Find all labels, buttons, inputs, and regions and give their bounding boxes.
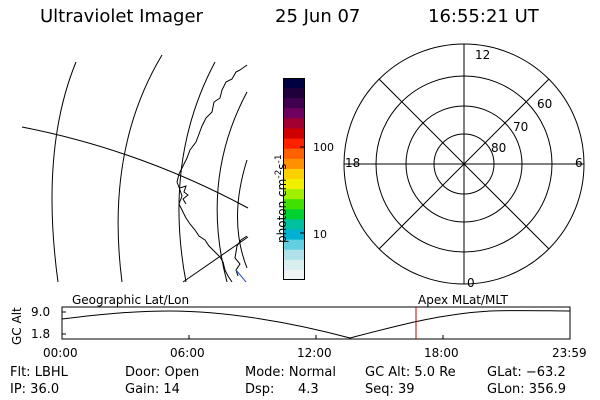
ip-info: IP: 36.0 (10, 382, 60, 397)
colorbar-segment (283, 219, 305, 231)
coastline-highlight (235, 269, 247, 283)
longitude-line (21, 126, 249, 209)
door-info: Door: Open (125, 365, 200, 380)
latitude-arc-3 (178, 61, 216, 283)
colorbar (283, 78, 305, 280)
colorbar-segment (283, 209, 305, 220)
ytick-1-8: 1.8 (31, 327, 51, 341)
xtick-0600: 06:00 (170, 346, 205, 360)
xtick-1200: 12:00 (297, 346, 332, 360)
mlt-label-6: 6 (575, 156, 583, 170)
coastline-east (234, 235, 248, 277)
gc-alt-info: GC Alt: 5.0 Re (365, 365, 456, 380)
colorbar-segment (283, 259, 305, 271)
colorbar-segment (283, 148, 305, 160)
time-label: 16:55:21 UT (428, 6, 539, 27)
lat-label-60: 60 (537, 97, 553, 111)
glat-info: GLat: −63.2 (487, 365, 566, 380)
colorbar-ticks (300, 146, 305, 234)
filter-info: Flt: LBHL (10, 365, 68, 380)
colorbar-segment (283, 168, 305, 180)
coastline-detail (179, 185, 189, 205)
gain-info: Gain: 14 (125, 382, 180, 397)
colorbar-segment (283, 189, 305, 200)
colorbar-tick-100: 100 (313, 141, 334, 154)
dsp-value: 4.3 (298, 382, 319, 397)
glon-info: GLon: 356.9 (487, 382, 567, 397)
mlt-label-18: 18 (345, 156, 361, 170)
mlt-label-12: 12 (475, 48, 491, 62)
lat-label-70: 70 (513, 120, 529, 134)
xtick-0000: 00:00 (43, 346, 78, 360)
colorbar-segment (283, 98, 305, 109)
latitude-arc-1 (51, 61, 77, 283)
mode-info: Mode: Normal (245, 365, 336, 380)
colorbar-tick-10: 10 (313, 228, 327, 241)
coastline (176, 64, 248, 283)
latitude-arc-5 (237, 159, 248, 269)
mlt-diagonal-2 (378, 78, 550, 250)
colorbar-segment (283, 229, 305, 241)
colorbar-segment (283, 239, 305, 251)
colorbar-border (283, 78, 305, 280)
colorbar-segment (283, 199, 305, 210)
latitude-arc-4 (216, 91, 248, 283)
instrument-title: Ultraviolet Imager (40, 6, 203, 27)
altitude-curve (61, 310, 571, 339)
ytick-9: 9.0 (31, 305, 51, 319)
geographic-title: Geographic Lat/Lon (72, 293, 190, 307)
mlt-label-0: 0 (467, 276, 475, 290)
colorbar-segment (283, 249, 305, 261)
xtick-1800: 18:00 (424, 346, 459, 360)
apex-title: Apex MLat/MLT (418, 293, 508, 307)
seq-info: Seq: 39 (365, 382, 415, 397)
date-label: 25 Jun 07 (275, 6, 361, 27)
colorbar-segment (283, 88, 305, 99)
latitude-arc-2 (117, 54, 163, 283)
lat-label-80: 80 (491, 141, 507, 155)
longitude-line-2 (182, 236, 249, 283)
colorbar-segment (283, 179, 305, 190)
colorbar-segment (283, 118, 305, 130)
xtick-2359: 23:59 (552, 346, 587, 360)
colorbar-segment (283, 128, 305, 140)
colorbar-segment (283, 138, 305, 150)
colorbar-segment (283, 158, 305, 170)
colorbar-segment (283, 108, 305, 119)
colorbar-segment (283, 78, 305, 89)
colorbar-segment (283, 269, 305, 280)
dsp-label: Dsp: (245, 382, 275, 397)
